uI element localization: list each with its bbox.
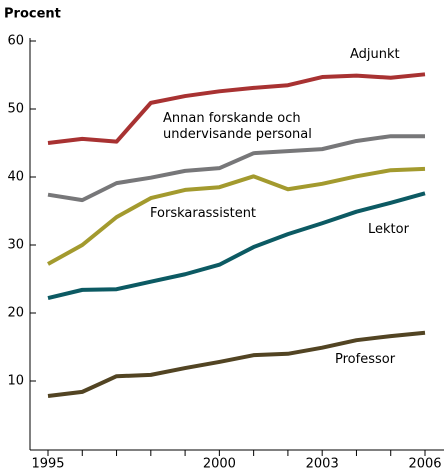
series-line: [47, 330, 426, 398]
y-tick-label: 40: [7, 170, 24, 185]
series-label: Forskarassistent: [150, 206, 257, 221]
series-line: [47, 134, 425, 203]
x-tick-label: 2003: [306, 457, 339, 472]
x-tick-label: 2006: [408, 457, 441, 472]
series-line: [47, 191, 426, 300]
series-label: Adjunkt: [350, 47, 400, 62]
y-axis-label: Procent: [4, 7, 61, 22]
y-tick-label: 10: [7, 374, 24, 389]
x-tick-label: 2000: [203, 457, 236, 472]
series-label: Lektor: [368, 222, 409, 237]
series-line: [47, 72, 426, 145]
y-tick-label: 20: [7, 306, 24, 321]
series-line: [47, 166, 426, 266]
y-tick-label: 50: [7, 102, 24, 117]
y-tick-label: 30: [7, 238, 24, 253]
x-tick-label: 1995: [31, 457, 64, 472]
series-label: Annan forskande och undervisande persona…: [163, 111, 312, 142]
series-label: Professor: [335, 352, 396, 367]
y-tick-label: 60: [7, 34, 24, 49]
